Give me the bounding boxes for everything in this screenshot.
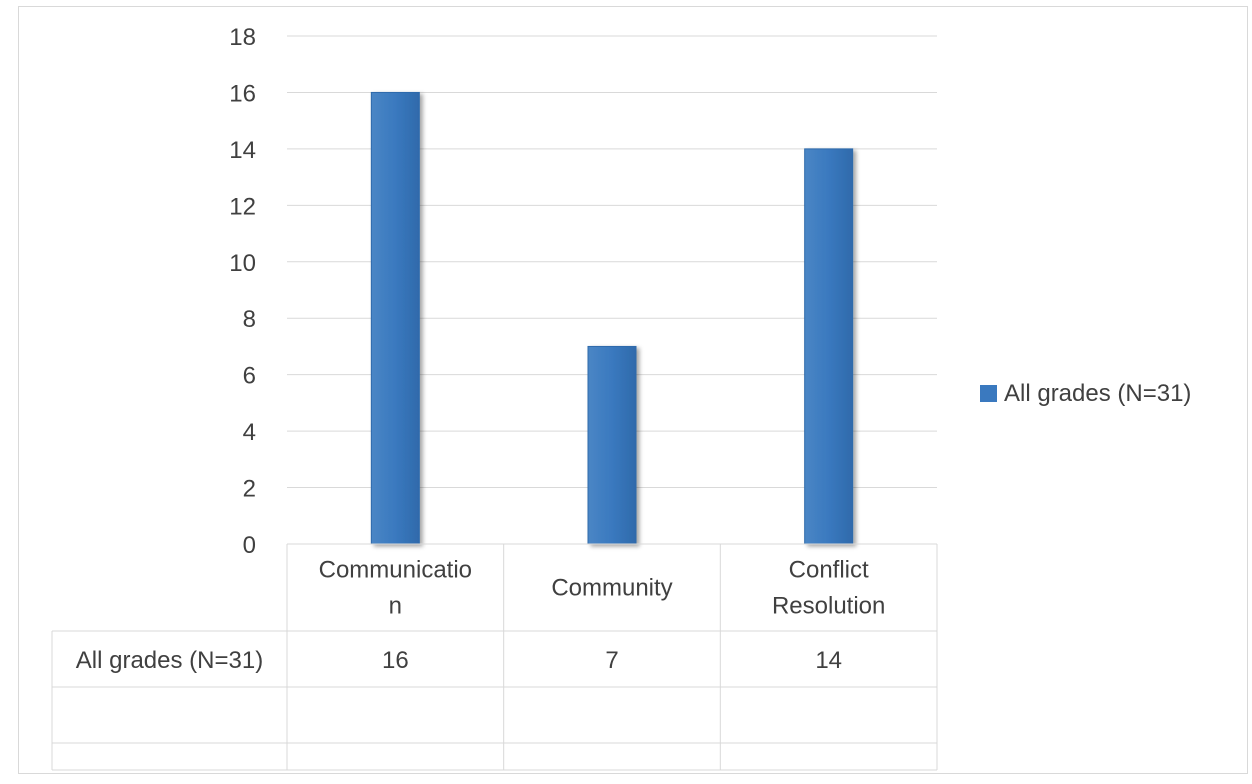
y-tick-label: 4 [243,419,256,446]
bar [804,148,854,545]
chart-frame [18,6,1248,774]
legend-label: All grades (N=31) [1004,380,1191,407]
y-tick-label: 18 [229,24,256,51]
y-tick-label: 6 [243,363,256,390]
table-value: 16 [382,647,409,674]
table-value: 7 [605,647,618,674]
bar [587,345,637,545]
table-value: 14 [815,647,842,674]
bar [370,91,420,545]
legend: All grades (N=31) [980,380,1191,407]
table-series-name: All grades (N=31) [76,647,263,674]
category-label: Communicatio n [319,557,472,620]
y-tick-label: 2 [243,476,256,503]
y-tick-label: 12 [229,193,256,220]
category-label: Conflict Resolution [772,557,885,620]
y-tick-label: 16 [229,80,256,107]
legend-swatch [980,385,997,402]
y-tick-label: 14 [229,137,256,164]
y-tick-label: 0 [243,532,256,559]
y-axis-ticks: 0 2 4 6 8 10 12 14 16 18 [229,24,256,559]
bars [370,91,854,545]
category-label: Community [551,575,672,602]
data-table: Communicatio n 16 Community 7 Conflict Resolut… [51,543,938,771]
y-tick-label: 10 [229,250,256,277]
y-tick-label: 8 [243,306,256,333]
